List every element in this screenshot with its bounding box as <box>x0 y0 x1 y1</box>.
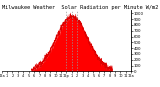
Text: Milwaukee Weather  Solar Radiation per Minute W/m2 (Last 24 Hours): Milwaukee Weather Solar Radiation per Mi… <box>2 5 160 10</box>
